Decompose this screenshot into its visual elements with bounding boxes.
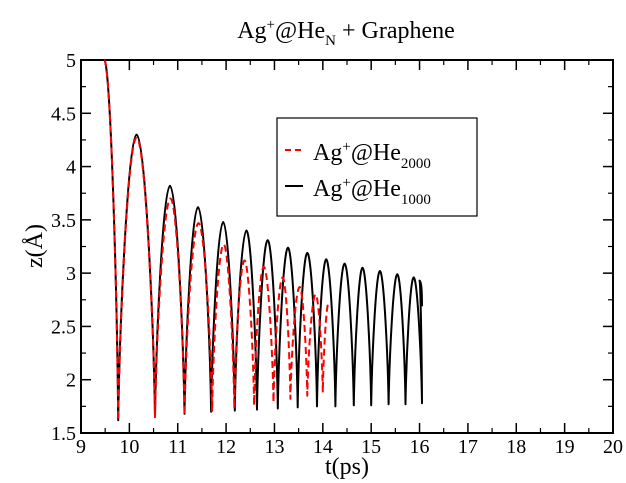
series-line-he2000 xyxy=(103,59,330,422)
legend-label-he1000: Ag+@He1000 xyxy=(313,175,431,208)
legend: Ag+@He2000 Ag+@He1000 xyxy=(276,117,478,217)
x-tick-label: 14 xyxy=(313,436,333,458)
x-tick-label: 16 xyxy=(410,436,430,458)
y-tick-label: 4.5 xyxy=(51,103,76,125)
series-line-he1000 xyxy=(103,59,423,422)
y-axis-label: z(Å) xyxy=(22,224,48,268)
y-tick-label: 3.5 xyxy=(51,210,76,232)
x-tick-label: 15 xyxy=(361,436,381,458)
x-tick-label: 17 xyxy=(458,436,478,458)
y-tick-label: 4 xyxy=(66,157,76,179)
x-tick-label: 10 xyxy=(119,436,139,458)
x-tick-label: 11 xyxy=(168,436,187,458)
series-layer xyxy=(103,59,423,422)
y-tick-label: 2 xyxy=(66,370,76,392)
y-tick-label: 5 xyxy=(66,50,76,72)
x-tick-label: 19 xyxy=(555,436,575,458)
x-tick-label: 20 xyxy=(603,436,623,458)
y-tick-label: 3 xyxy=(66,263,76,285)
x-tick-label: 9 xyxy=(76,436,86,458)
chart-title: Ag+@HeN + Graphene xyxy=(237,17,455,49)
x-tick-label: 12 xyxy=(216,436,236,458)
legend-box xyxy=(276,117,478,217)
x-tick-label: 18 xyxy=(506,436,526,458)
x-axis-label: t(ps) xyxy=(325,454,369,480)
y-axis-ticks: 1.5 2 2.5 3 3.5 4 4.5 5 xyxy=(51,50,613,445)
y-tick-label: 2.5 xyxy=(51,316,76,338)
legend-label-he2000: Ag+@He2000 xyxy=(313,139,431,172)
plot-frame xyxy=(80,59,614,434)
x-axis-ticks: 9 10 11 12 13 14 15 16 17 18 19 20 xyxy=(76,60,623,458)
y-tick-label: 1.5 xyxy=(51,423,76,445)
x-tick-label: 13 xyxy=(264,436,284,458)
